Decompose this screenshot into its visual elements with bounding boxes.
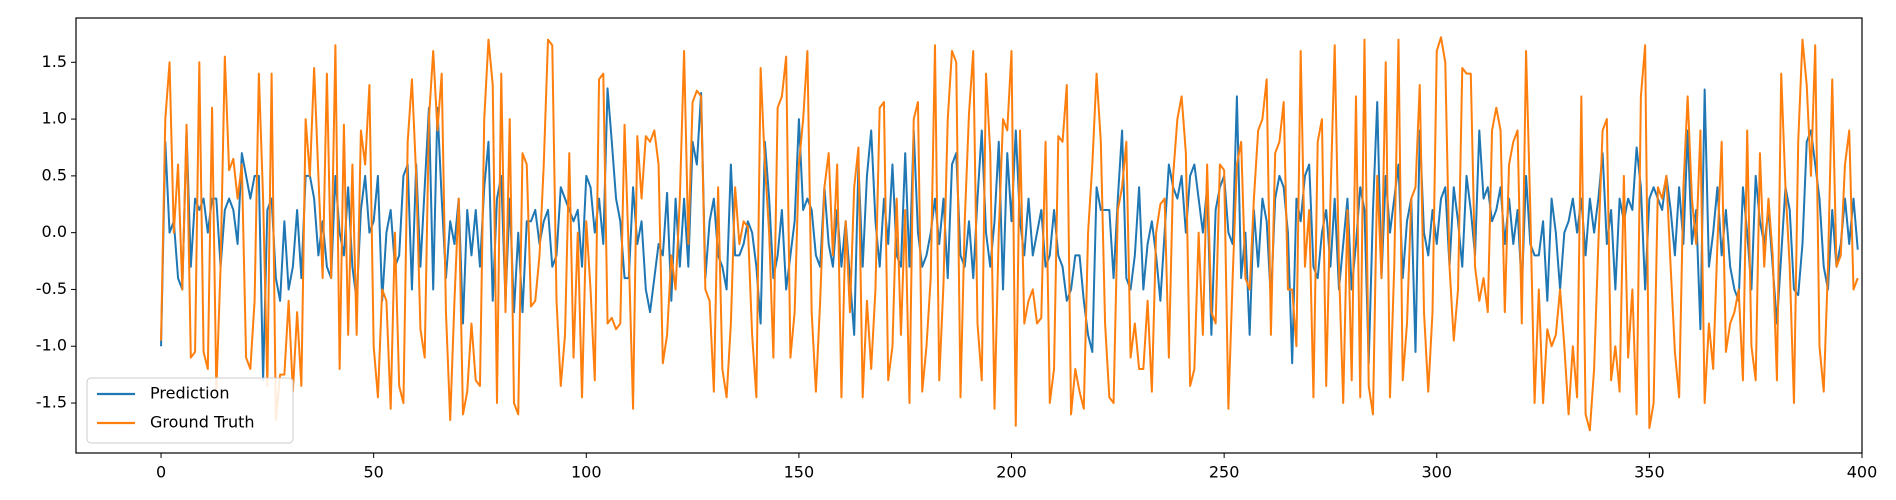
y-tick-label: -0.5 bbox=[36, 279, 67, 298]
plot-frame bbox=[75, 17, 1863, 454]
x-tick-label: 250 bbox=[1209, 463, 1240, 482]
x-tick-label: 400 bbox=[1847, 463, 1878, 482]
x-tick-label: 350 bbox=[1634, 463, 1665, 482]
y-tick-label: 1.0 bbox=[42, 109, 67, 128]
x-tick-label: 150 bbox=[784, 463, 815, 482]
y-tick-label: 0.0 bbox=[42, 222, 67, 241]
legend-label: Ground Truth bbox=[150, 413, 255, 432]
x-tick-label: 100 bbox=[571, 463, 602, 482]
y-tick-label: 0.5 bbox=[42, 165, 67, 184]
legend-label: Prediction bbox=[150, 384, 229, 403]
x-tick-label: 300 bbox=[1421, 463, 1452, 482]
y-tick-label: -1.0 bbox=[36, 336, 67, 355]
series-line bbox=[160, 36, 1859, 432]
x-tick-label: 0 bbox=[156, 463, 166, 482]
y-tick-label: -1.5 bbox=[36, 393, 67, 412]
x-tick-label: 50 bbox=[363, 463, 383, 482]
legend: Prediction Ground Truth bbox=[86, 377, 294, 444]
x-tick-label: 200 bbox=[996, 463, 1027, 482]
legend-box bbox=[86, 377, 294, 444]
y-tick-label: 1.5 bbox=[42, 52, 67, 71]
